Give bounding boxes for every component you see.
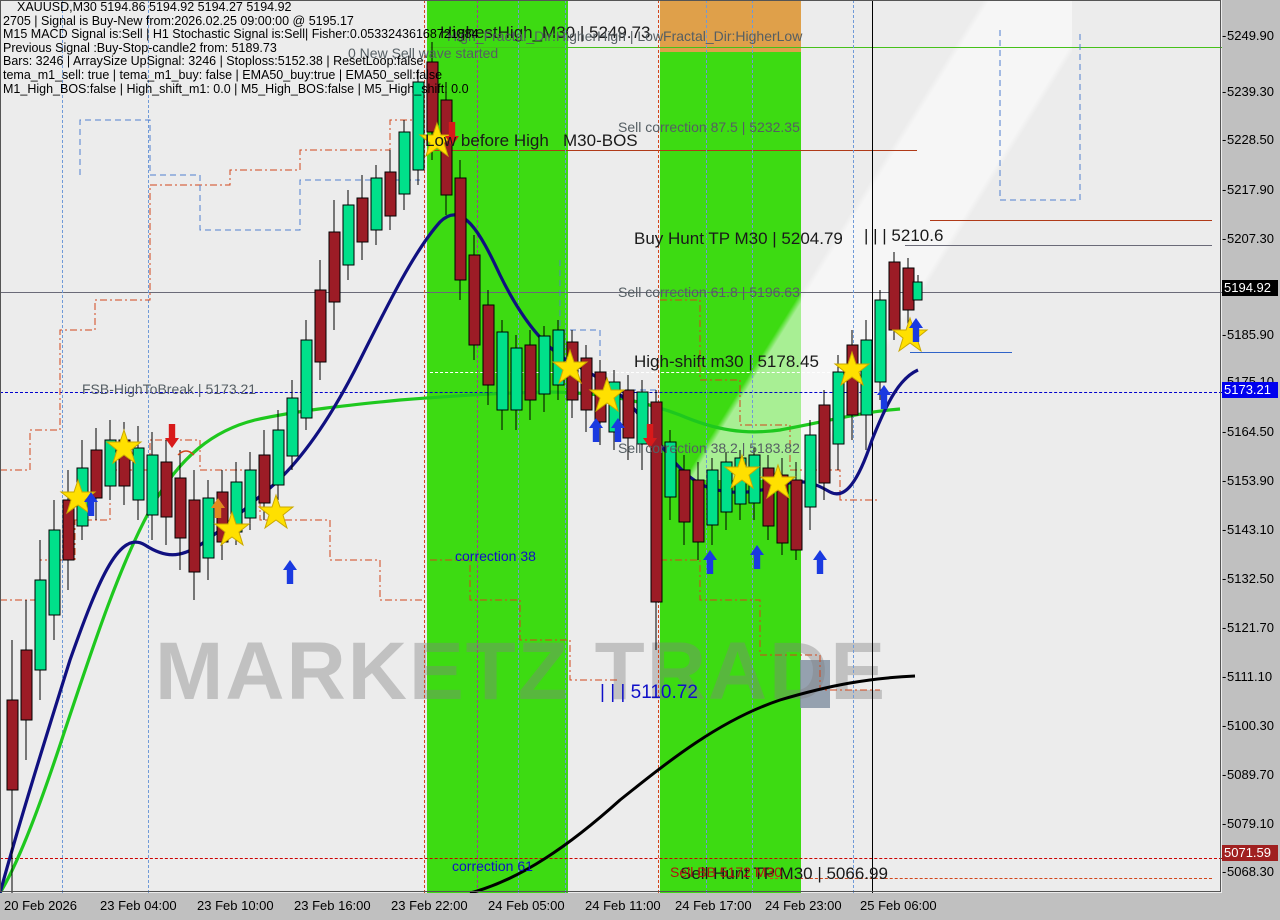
sell-arrows [165,122,657,448]
price-badge-black: 5194.92 [1222,280,1278,296]
vline-session-8 [853,0,854,893]
price-tick-12: -5121.70 [1222,620,1274,635]
envelope-upper [0,119,420,471]
price-tick-13: -5111.10 [1222,669,1273,684]
vline-current-bar [872,0,873,893]
price-tick-14: -5100.30 [1222,718,1274,733]
chart-plot-area[interactable]: MARKETZ TRADE [0,0,1222,893]
time-tick-7: 24 Feb 17:00 [675,898,752,913]
chart-annotation-1: High_Fractal_Dir:HigherHigh | LowFractal… [447,28,803,44]
chart-annotation-2: 0 New Sell wave started [348,45,499,61]
level-line-stop [770,878,1212,879]
time-tick-0: 20 Feb 2026 [4,898,78,913]
time-tick-3: 23 Feb 16:00 [294,898,371,913]
chart-annotation-8: Sell correction 61.8 | 5196.63 [618,284,800,300]
price-tick-8: -5164.50 [1222,424,1274,439]
chart-annotation-12: correction 38 [455,548,536,564]
time-tick-4: 23 Feb 22:00 [391,898,468,913]
level-line-5210 [905,245,1212,246]
chart-annotation-16: Sell BB 5172 M30 [670,864,783,880]
time-tick-5: 24 Feb 05:00 [488,898,565,913]
vline-session-9 [62,0,63,893]
level-line-bid [0,292,1222,293]
chart-annotation-10: FSB-HighToBreak | 5173.21 [82,381,257,397]
header-line-0: 2705 | Signal is Buy-New from:2026.02.25… [3,13,354,28]
symbol-ohlc-line: XAUUSD,M30 5194.86 5194.92 5194.27 5194.… [17,0,292,14]
chart-annotation-3: Low before High [425,131,549,150]
chart-annotation-0: HighestHigh_M30 | 5249.73 [440,23,651,42]
time-axis[interactable]: 20 Feb 2026 23 Feb 04:00 23 Feb 10:00 23 Fe… [0,893,1280,920]
level-line-highesthigh [430,47,1222,48]
chart-annotation-7: | | | 5210.6 [864,226,944,245]
price-tick-3: -5217.90 [1222,182,1274,197]
header-line-2: Previous Signal :Buy-Stop-candle2 from: … [3,40,277,55]
envelope-lower [0,439,424,601]
time-tick-1: 23 Feb 04:00 [100,898,177,913]
price-tick-2: -5228.50 [1222,132,1274,147]
price-tick-0: -5249.90 [1222,28,1274,43]
chart-annotation-9: High-shift m30 | 5178.45 [634,352,819,371]
price-tick-1: -5239.30 [1222,84,1274,99]
price-tick-4: -5207.30 [1222,231,1274,246]
price-tick-11: -5132.50 [1222,571,1274,586]
price-tick-17: -5068.30 [1222,864,1274,879]
level-line-highshift [910,352,1012,353]
vline-session-10 [148,0,149,893]
price-axis[interactable]: -5249.90 -5239.30 -5228.50 -5217.90 -5207.30… [1222,0,1280,893]
price-tick-6: -5185.90 [1222,327,1274,342]
chart-annotation-14: correction 61 [452,858,533,874]
time-tick-6: 24 Feb 11:00 [585,898,661,913]
neutral-arrows [211,498,225,518]
price-badge-red: 5071.59 [1222,845,1278,861]
time-tick-9: 25 Feb 06:00 [860,898,937,913]
marker-squiggle [177,450,195,456]
header-line-4: tema_m1_sell: true | tema_m1_buy: false … [3,67,443,82]
zone-band-orange [660,0,801,52]
level-line-sellcorr875 [430,150,917,151]
header-line-3: Bars: 3246 | ArraySize UpSignal: 3246 | … [3,54,424,69]
level-line-white-dash [430,372,830,373]
chart-annotation-15: Sell Hunt TP M30 | 5066.99 [680,864,888,883]
chart-annotation-4: M30-BOS [563,131,638,150]
price-tick-9: -5153.90 [1222,473,1274,488]
header-line-1: M15 MACD Signal is:Sell | H1 Stochastic … [3,27,479,42]
price-tick-10: -5143.10 [1222,522,1274,537]
chart-annotation-13: | | | 5110.72 [600,682,698,703]
header-line-5: M1_High_BOS:false | High_shift_m1: 0.0 |… [3,81,469,96]
time-tick-8: 24 Feb 23:00 [765,898,842,913]
chart-annotation-11: Sell correction 38.2 | 5183.82 [618,440,800,456]
level-line-sellhunt-tp [0,858,1222,859]
time-tick-2: 23 Feb 10:00 [197,898,274,913]
level-line-buyhunt-upper [930,220,1212,221]
watermark-text: MARKETZ TRADE [155,626,888,717]
chart-info-header: XAUUSD,M30 5194.86 5194.92 5194.27 5194.… [3,0,479,96]
price-badge-blue: 5173.21 [1222,382,1278,398]
price-tick-15: -5089.70 [1222,767,1274,782]
price-tick-16: -5079.10 [1222,816,1274,831]
chart-annotation-5: Sell correction 87.5 | 5232.35 [618,119,800,135]
chart-annotation-6: Buy Hunt TP M30 | 5204.79 [634,229,843,248]
